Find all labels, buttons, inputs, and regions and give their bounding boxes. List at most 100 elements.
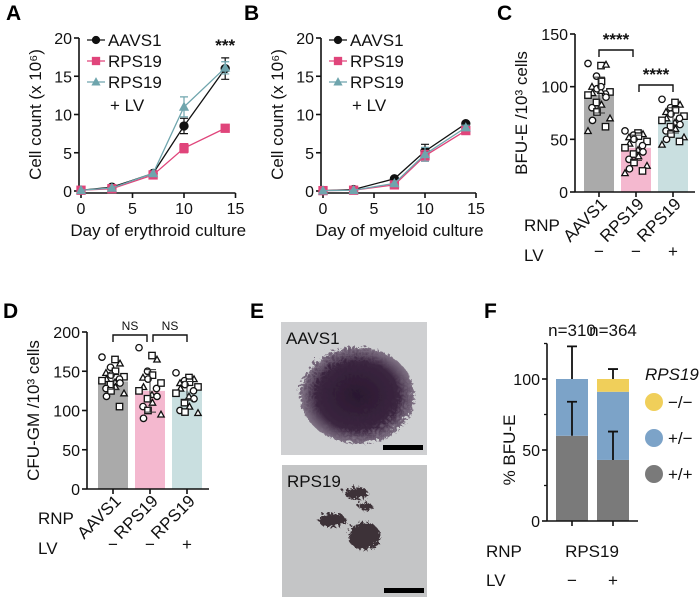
y-tick-label: 200 [53,325,80,342]
data-point [675,114,684,123]
lv-sign: − [108,535,118,554]
y-tick-label: 5 [63,146,72,163]
significance-label: NS [162,319,179,333]
data-point [658,116,666,125]
data-point [675,137,684,146]
data-point [583,126,593,135]
y-tick-label: 50 [62,443,80,460]
lv-sign: − [594,242,604,261]
data-point [115,358,125,367]
error-bar [608,368,618,379]
y-tick-label: 50 [550,132,568,149]
x-tick-label: 5 [370,201,379,218]
data-point [348,184,359,195]
data-point [676,120,684,129]
data-point [185,402,194,410]
chart-d [82,331,209,494]
data-point [178,101,190,111]
y-axis-label: CFU-GM /10³ cells [24,340,43,481]
y-axis-label: Cell count (x 10⁶) [26,49,45,180]
y-tick-label: 15 [296,69,314,86]
data-point [584,59,592,68]
x-axis-label: Day of myeloid culture [315,221,483,240]
y-tick-label: 10 [54,108,72,125]
micrograph-label-rps19: RPS19 [287,472,341,491]
data-point [139,414,148,423]
data-point [172,389,180,398]
data-point [115,402,124,411]
y-tick-label: 10 [296,108,314,125]
rnp-row-label: RNP [524,216,560,235]
data-point [143,394,152,403]
lv-sign: + [608,571,618,590]
y-tick-label: 150 [53,364,80,381]
lv-sign: − [567,571,577,590]
data-point [389,178,400,188]
lv-sign: − [145,535,155,554]
series-2 [317,122,471,195]
lv-sign: + [668,242,678,261]
chart-c [570,33,695,197]
data-point [119,388,129,397]
legend-swatch [645,393,663,411]
significance-bracket [152,334,188,342]
data-point [460,122,471,132]
legend-label: RPS19 [108,73,162,92]
panel-letter-f: F [484,300,497,323]
y-tick-label: 20 [296,31,314,48]
data-point [135,387,143,395]
data-point [144,406,152,415]
data-point [333,77,343,86]
data-point [102,392,111,401]
stacked-bar-segment [597,459,629,521]
data-point [91,77,101,86]
data-point [605,113,615,122]
legend-swatch [645,429,663,447]
significance-label: *** [215,36,235,55]
data-point [657,140,667,148]
data-point [602,93,610,102]
data-point [584,91,592,99]
data-point [620,168,630,177]
data-point [156,409,166,418]
series-line [80,127,226,191]
y-tick-label: 50 [522,443,540,460]
chart-b [316,35,477,198]
significance-label: NS [122,319,139,333]
y-tick-label: 100 [513,372,540,389]
data-point [189,387,198,395]
error-bar [593,76,605,114]
panel-letter-d: D [3,300,18,323]
data-point [639,148,647,156]
error-bar [630,134,642,161]
y-tick-label: 20 [54,31,72,48]
y-tick-label: 15 [54,69,72,86]
data-point [643,137,651,146]
series-2 [75,61,231,195]
legend-label: + LV [352,96,387,115]
scale-bar [384,588,424,593]
significance-bracket [638,84,674,92]
data-point [667,130,675,138]
data-point [666,122,675,131]
lv-row-label: LV [38,539,58,558]
data-point [111,355,119,364]
data-point [601,122,610,131]
legend-label: −/− [668,393,693,412]
data-point [91,35,101,45]
legend-label: RPS19 [108,52,162,71]
significance-label: **** [643,65,670,84]
data-point [220,62,231,72]
data-point [634,151,643,160]
lv-sign: + [182,535,192,554]
rnp-row-label: RNP [486,542,522,561]
error-bar [144,369,156,413]
data-point [116,379,124,387]
panel-letter-c: C [497,2,512,25]
data-point [172,368,180,377]
bar [98,381,128,489]
panel-letter-a: A [6,2,21,25]
x-tick-label: 10 [175,201,193,218]
data-point [638,167,647,175]
data-point [658,95,666,104]
